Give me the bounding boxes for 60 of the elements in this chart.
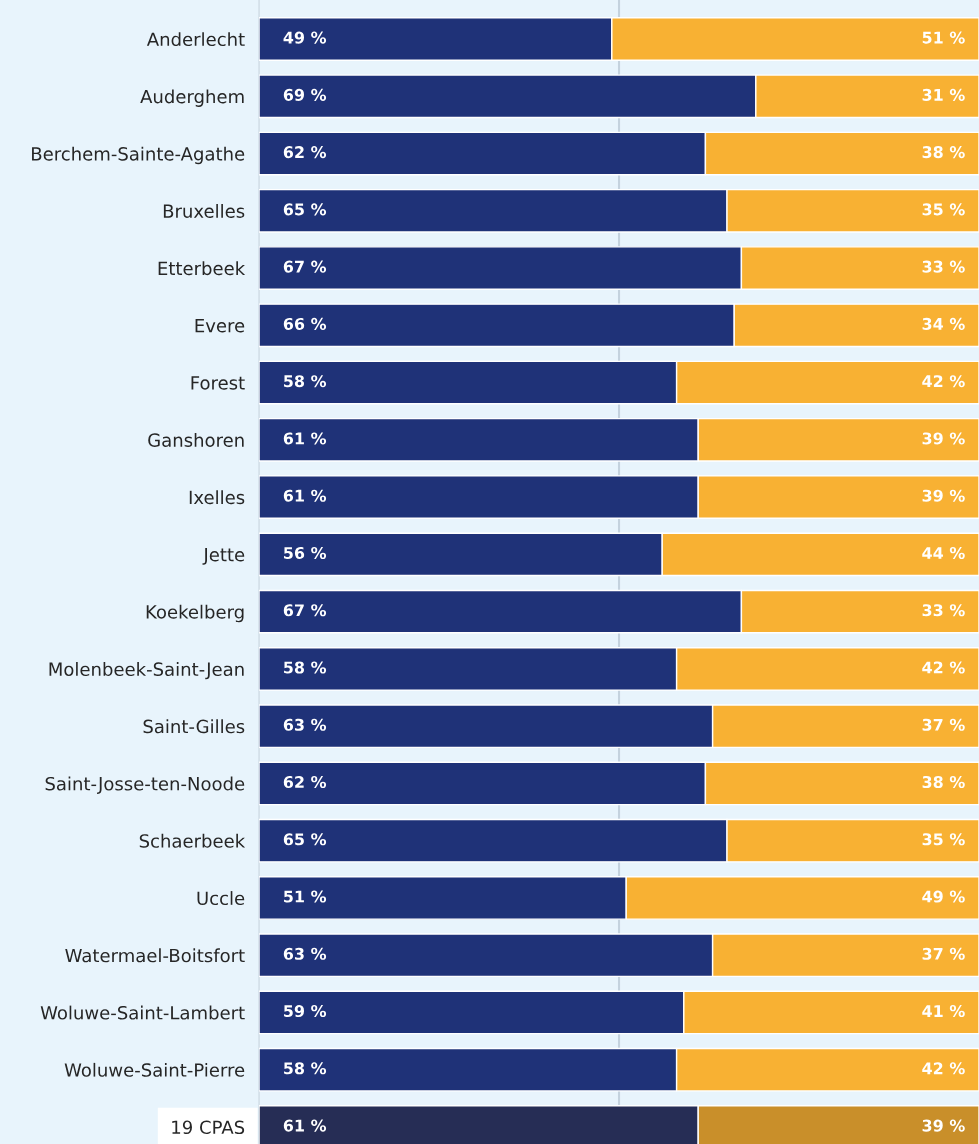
data-label: 33 %	[922, 604, 965, 617]
data-label: 37 %	[922, 947, 965, 960]
data-label: 31 %	[922, 88, 965, 101]
data-label: 37 %	[922, 718, 965, 731]
y-tick-label: Etterbeek	[158, 261, 246, 276]
data-label: 39 %	[922, 432, 965, 445]
data-label: 58 %	[284, 375, 327, 388]
y-tick-label: Koekelberg	[146, 604, 244, 623]
data-label: 34 %	[922, 317, 965, 330]
data-label: 56 %	[284, 546, 327, 559]
data-label: 58 %	[284, 1062, 327, 1075]
data-label: 63 %	[283, 947, 327, 960]
y-tick-label: Molenbeek-Saint-Jean	[49, 662, 244, 680]
data-label: 49 %	[922, 890, 965, 903]
y-tick-label: Auderghem	[140, 89, 244, 107]
data-label: 35 %	[922, 833, 965, 846]
data-label: 63 %	[283, 718, 327, 731]
data-label: 41 %	[922, 1005, 965, 1018]
data-label: 65 %	[283, 833, 327, 846]
data-label: 59 %	[284, 1005, 327, 1018]
y-tick-label: Saint-Josse-ten-Noode	[45, 776, 245, 794]
data-label: 38 %	[922, 775, 965, 789]
data-label: 38 %	[922, 146, 965, 159]
y-tick-label: Saint-Gilles	[143, 719, 245, 734]
y-tick-label: Bruxelles	[163, 203, 245, 218]
data-label: 61 %	[283, 489, 327, 502]
data-label: 62 %	[283, 146, 327, 159]
data-label: 66 %	[283, 317, 327, 330]
y-tick-label: Ixelles	[189, 490, 245, 505]
data-label: 44 %	[922, 546, 965, 559]
y-tick-label: Anderlecht	[146, 32, 245, 47]
data-label: 51 %	[922, 31, 965, 44]
data-label: 39 %	[922, 1119, 965, 1132]
data-label: 42 %	[922, 1062, 965, 1075]
data-label: 42 %	[922, 661, 965, 674]
y-tick-label: Berchem-Sainte-Agathe	[32, 146, 245, 165]
y-tick-label: Ganshoren	[148, 432, 244, 447]
data-label: 61 %	[283, 432, 327, 445]
data-label: 62 %	[283, 775, 327, 789]
data-label: 67 %	[283, 604, 327, 617]
y-tick-label: Woluwe-Saint-Pierre	[64, 1062, 245, 1077]
data-label: 61 %	[283, 1119, 327, 1132]
data-label: 58 %	[284, 661, 327, 674]
y-tick-label: Evere	[195, 319, 245, 333]
y-tick-label: Schaerbeek	[139, 833, 246, 848]
y-tick-label: Forest	[191, 376, 245, 390]
data-label: 67 %	[283, 260, 327, 273]
y-tick-label: Jette	[202, 548, 245, 565]
y-tick-label: Watermael-Boitsfort	[65, 948, 245, 963]
data-label: 33 %	[922, 260, 965, 273]
data-label: 35 %	[922, 203, 965, 216]
y-tick-label: Uccle	[197, 891, 245, 906]
data-label: 65 %	[283, 203, 327, 216]
data-label: 69 %	[283, 88, 327, 101]
data-label: 49 %	[283, 31, 327, 44]
data-label: 42 %	[922, 375, 965, 388]
data-label: 39 %	[922, 489, 965, 502]
y-tick-label: 19 CPAS	[172, 1120, 245, 1135]
data-label: 51 %	[284, 890, 327, 903]
y-tick-label: Woluwe-Saint-Lambert	[40, 1005, 245, 1020]
